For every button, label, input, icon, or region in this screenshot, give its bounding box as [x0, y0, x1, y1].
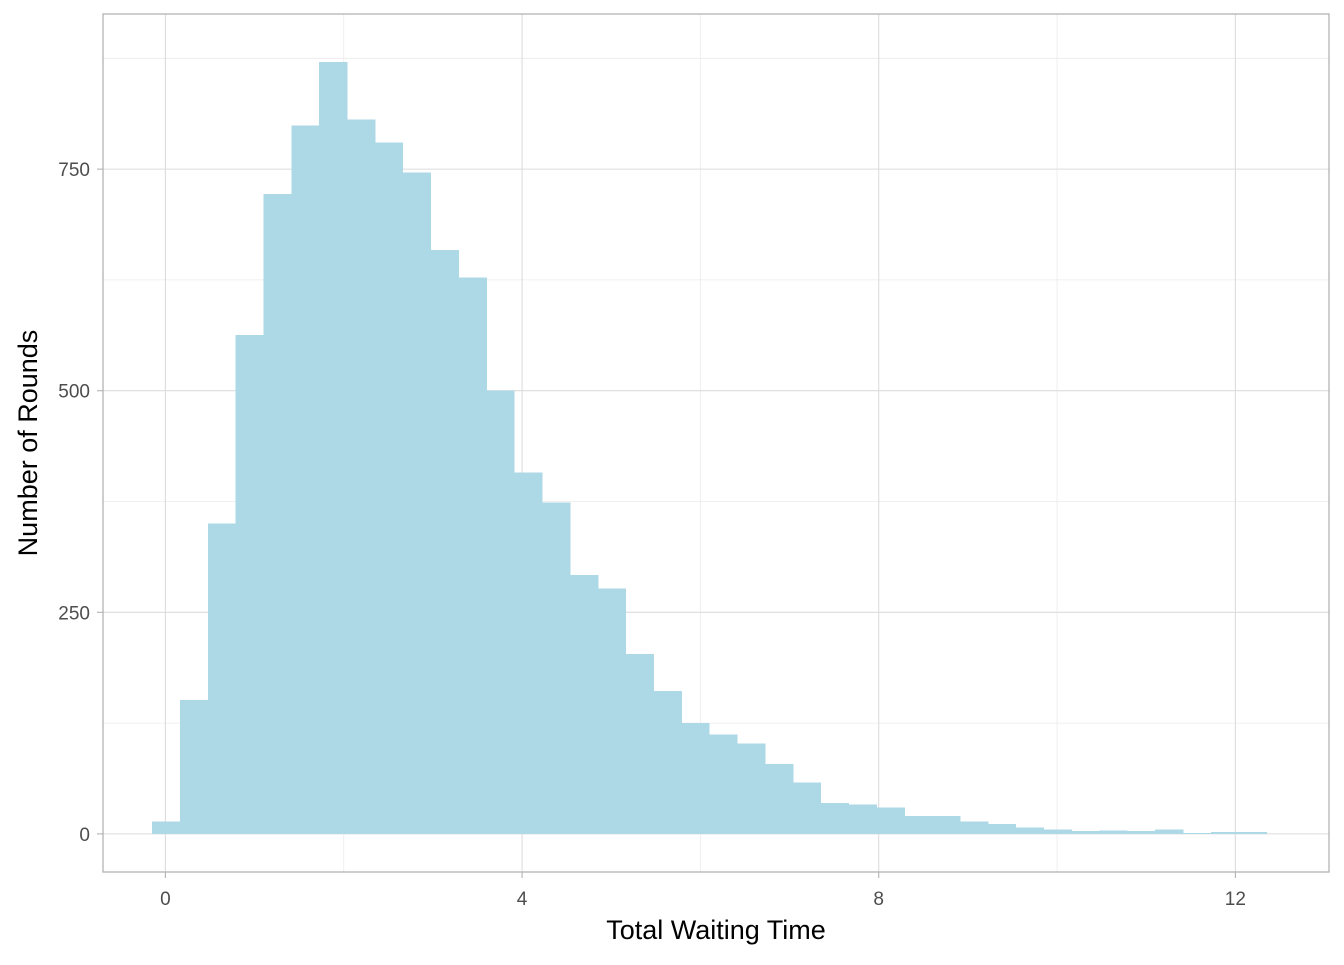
panel-border	[102, 13, 1330, 873]
histogram-bar	[653, 691, 682, 834]
x-axis-title: Total Waiting Time	[606, 915, 826, 945]
histogram-bar	[152, 821, 181, 834]
y-tick-label: 500	[58, 382, 90, 403]
histogram-bar	[876, 807, 905, 834]
histogram-bar	[681, 723, 710, 834]
axis-ticks: 0 4 8 12 0 250 500 750	[58, 160, 1246, 910]
histogram-bar	[625, 653, 654, 834]
histogram-bar	[1127, 831, 1156, 834]
histogram-bar	[709, 734, 738, 834]
histogram-bar	[737, 743, 766, 834]
histogram-bar	[765, 763, 794, 834]
histogram-bar	[569, 575, 599, 834]
x-tick-label: 0	[160, 889, 171, 910]
histogram-bar	[1210, 832, 1240, 834]
histogram-bar	[1043, 829, 1072, 834]
x-tick-label: 12	[1225, 889, 1246, 910]
histogram-bar	[820, 802, 850, 834]
histogram-bar	[1238, 832, 1267, 834]
histogram-bar	[960, 821, 989, 834]
histogram-bar	[932, 816, 961, 834]
y-axis-title: Number of Rounds	[13, 330, 43, 557]
histogram-bar	[291, 125, 320, 834]
y-tick-label: 750	[58, 160, 90, 181]
histogram-bar	[1182, 833, 1212, 834]
histogram-bar	[319, 61, 348, 834]
histogram-bar	[514, 472, 543, 834]
y-tick-label: 250	[58, 603, 90, 624]
histogram-bar	[235, 334, 264, 834]
histogram-bar	[347, 119, 376, 834]
histogram-bar	[430, 249, 459, 834]
histogram-bar	[792, 782, 822, 834]
histogram-bar	[848, 804, 877, 834]
histogram-bar	[1099, 830, 1128, 834]
histogram-bar	[458, 277, 487, 834]
histogram-bar	[179, 700, 209, 834]
x-tick-label: 4	[517, 889, 528, 910]
histogram-bar	[1015, 827, 1045, 834]
histogram-bar	[542, 502, 571, 834]
histogram-bar	[263, 193, 292, 834]
x-tick-label: 8	[873, 889, 884, 910]
histogram-bar	[987, 824, 1017, 834]
y-tick-label: 0	[79, 825, 90, 846]
histogram-bars	[152, 61, 1267, 834]
histogram-bar	[904, 816, 933, 834]
histogram-bar	[1071, 831, 1100, 834]
histogram-bar	[597, 588, 627, 834]
histogram-bar	[207, 523, 237, 834]
histogram-bar	[486, 390, 515, 834]
histogram-bar	[1155, 829, 1184, 834]
histogram-bar	[374, 142, 404, 834]
histogram-bar	[402, 172, 432, 834]
